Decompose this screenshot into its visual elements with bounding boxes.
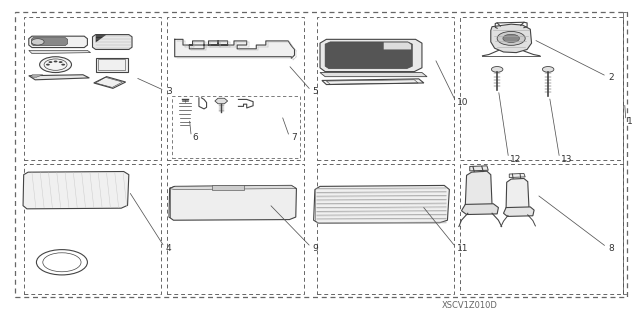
Text: 6: 6 xyxy=(193,133,198,143)
Circle shape xyxy=(497,32,525,45)
Polygon shape xyxy=(96,58,127,71)
Text: 3: 3 xyxy=(166,87,172,96)
Circle shape xyxy=(492,67,503,72)
Text: 12: 12 xyxy=(510,155,521,164)
Polygon shape xyxy=(506,178,529,212)
Polygon shape xyxy=(169,185,296,220)
Polygon shape xyxy=(170,185,296,189)
Circle shape xyxy=(40,57,72,72)
Polygon shape xyxy=(215,98,228,104)
Polygon shape xyxy=(31,37,68,46)
Text: 9: 9 xyxy=(312,243,318,253)
Polygon shape xyxy=(32,75,43,77)
Text: 13: 13 xyxy=(561,155,572,164)
Polygon shape xyxy=(94,77,125,88)
Polygon shape xyxy=(29,75,90,80)
Text: 10: 10 xyxy=(457,98,468,107)
Polygon shape xyxy=(384,42,411,49)
Text: 8: 8 xyxy=(608,243,614,253)
Text: 1: 1 xyxy=(627,117,633,126)
Circle shape xyxy=(46,64,50,66)
Polygon shape xyxy=(325,42,412,69)
Polygon shape xyxy=(509,174,525,178)
Circle shape xyxy=(503,34,520,42)
Polygon shape xyxy=(23,172,129,209)
Polygon shape xyxy=(29,50,91,54)
Text: 2: 2 xyxy=(608,73,614,82)
Polygon shape xyxy=(461,204,499,214)
Polygon shape xyxy=(322,79,424,85)
Polygon shape xyxy=(470,166,488,171)
Circle shape xyxy=(542,67,554,72)
Circle shape xyxy=(49,61,52,63)
Text: 11: 11 xyxy=(457,243,468,253)
Polygon shape xyxy=(320,39,422,71)
Circle shape xyxy=(61,64,65,66)
Polygon shape xyxy=(320,72,427,77)
Text: 5: 5 xyxy=(312,87,318,96)
Polygon shape xyxy=(175,39,294,58)
Polygon shape xyxy=(29,36,88,48)
Polygon shape xyxy=(491,24,532,53)
Text: XSCV1Z010D: XSCV1Z010D xyxy=(442,301,498,310)
Polygon shape xyxy=(314,185,449,223)
Text: 4: 4 xyxy=(166,243,172,253)
Polygon shape xyxy=(93,34,132,49)
Polygon shape xyxy=(465,171,492,209)
Circle shape xyxy=(31,39,44,45)
Text: 7: 7 xyxy=(291,133,297,143)
Circle shape xyxy=(59,61,63,63)
Polygon shape xyxy=(212,185,244,189)
Polygon shape xyxy=(504,207,534,216)
Polygon shape xyxy=(96,34,106,42)
Circle shape xyxy=(54,61,58,63)
